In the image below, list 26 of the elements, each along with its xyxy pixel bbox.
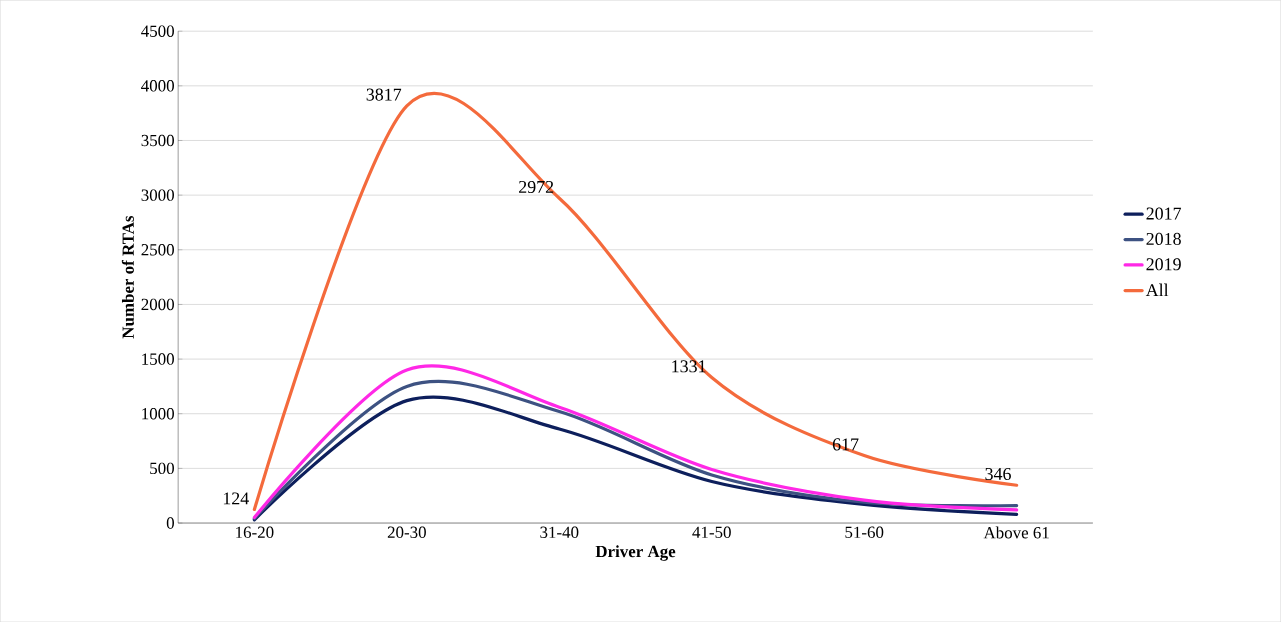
y-tick-label: 4500 [141, 25, 174, 37]
y-tick-label: 2500 [141, 243, 174, 256]
y-tick-label: 3500 [141, 134, 174, 147]
x-axis-title: Driver Age [595, 545, 676, 561]
x-tick-label: 31-40 [540, 526, 579, 538]
x-tick-label: 51-60 [845, 526, 884, 538]
y-tick-label: 4000 [141, 80, 174, 92]
x-tick-label: 20-30 [387, 526, 426, 538]
x-tick-label: 16-20 [236, 526, 274, 538]
x-tick-label: Above 61 [983, 526, 1049, 539]
data-label: 3817 [366, 88, 402, 101]
legend-label: All [1145, 283, 1169, 296]
y-axis-title: Number of RTAs [121, 215, 134, 339]
y-tick-label: 2000 [141, 298, 174, 311]
data-label: 124 [223, 492, 249, 505]
legend-label: 2019 [1146, 258, 1181, 271]
data-label: 617 [832, 438, 859, 451]
y-tick-label: 0 [166, 517, 174, 529]
data-label: 346 [985, 467, 1011, 480]
y-tick-label: 1500 [142, 353, 174, 365]
x-tick-label: 41-50 [692, 526, 731, 538]
y-tick-label: 500 [150, 462, 174, 475]
legend-label: 2017 [1146, 207, 1182, 220]
legend-label: 2018 [1146, 232, 1181, 245]
y-tick-label: 3000 [141, 189, 174, 201]
y-tick-label: 1000 [142, 407, 174, 420]
